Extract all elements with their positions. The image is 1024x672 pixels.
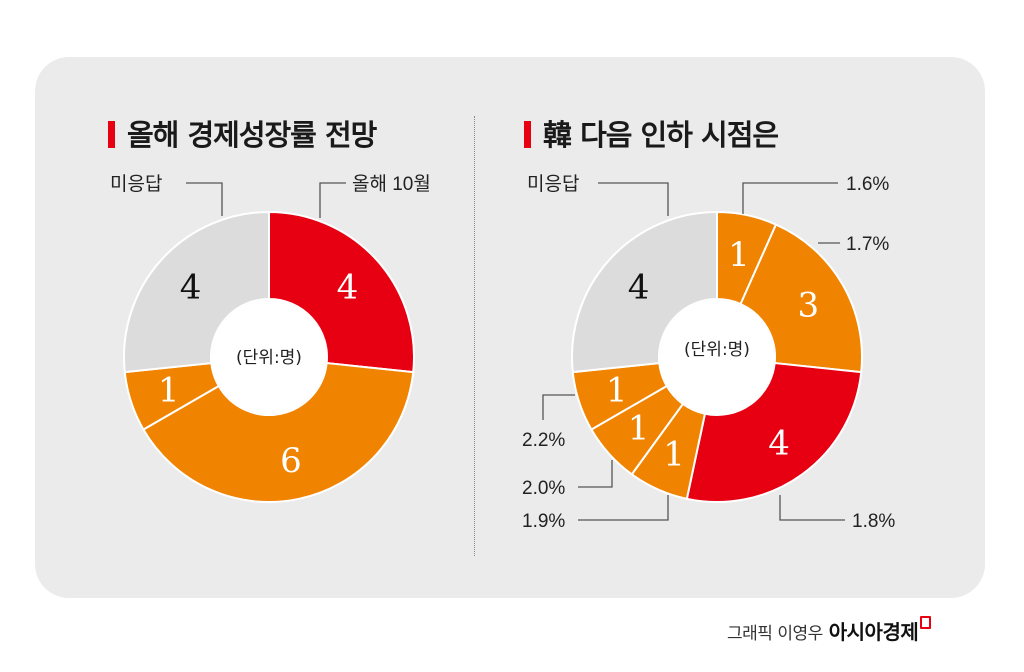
title-marker bbox=[524, 121, 531, 148]
leader-line bbox=[578, 495, 669, 521]
slice-value-label: 1 bbox=[663, 434, 685, 474]
slice-value-label: 4 bbox=[180, 267, 202, 307]
title-marker bbox=[108, 121, 115, 148]
donut-hole bbox=[660, 300, 774, 414]
brand-logo: 아시아경제 bbox=[828, 620, 919, 644]
donut-slice bbox=[268, 210, 415, 374]
donut-slice bbox=[571, 210, 718, 374]
leader-line bbox=[542, 394, 575, 420]
leader-line bbox=[779, 495, 845, 521]
label-this-october: 올해 10월 bbox=[352, 173, 431, 195]
slice-value-label: 1 bbox=[728, 235, 750, 275]
leader-lines bbox=[186, 182, 845, 521]
slice-value-label: 1 bbox=[606, 371, 628, 411]
slice-value-label: 4 bbox=[768, 423, 790, 463]
leader-line bbox=[319, 182, 346, 218]
right-title-text: 韓 다음 인하 시점은 bbox=[543, 118, 779, 152]
slice-value-label: 4 bbox=[337, 267, 359, 307]
slice-value-label: 6 bbox=[280, 441, 302, 481]
donut-slice bbox=[123, 210, 270, 374]
donut-slice bbox=[739, 223, 863, 374]
leader-line bbox=[186, 182, 223, 216]
left-donut: 4 6 1 4 bbox=[123, 210, 415, 503]
credit: 그래픽 이영우 아시아경제 bbox=[727, 616, 932, 645]
left-chart-title: 올해 경제성장률 전망 bbox=[108, 112, 377, 154]
leader-line bbox=[598, 182, 669, 216]
label-1-9: 1.9% bbox=[522, 511, 565, 532]
slice-value-label: 3 bbox=[798, 285, 820, 325]
leader-line bbox=[578, 460, 613, 488]
credit-author: 그래픽 이영우 bbox=[727, 624, 823, 644]
label-1-7: 1.7% bbox=[846, 234, 889, 255]
label-1-6: 1.6% bbox=[846, 174, 889, 195]
leader-line bbox=[742, 182, 838, 214]
left-title-text: 올해 경제성장률 전망 bbox=[127, 118, 377, 152]
divider bbox=[474, 116, 475, 556]
slice-value-label: 1 bbox=[628, 409, 650, 449]
label-2-0: 2.0% bbox=[522, 478, 565, 499]
donut-slice bbox=[685, 361, 863, 503]
donut-slice bbox=[142, 361, 415, 503]
slice-value-label: 1 bbox=[158, 371, 180, 411]
right-chart-title: 韓 다음 인하 시점은 bbox=[524, 112, 779, 154]
brand-mark-icon bbox=[920, 616, 932, 629]
slice-value-label: 4 bbox=[628, 267, 650, 307]
label-unanswered: 미응답 bbox=[110, 173, 162, 195]
label-1-8: 1.8% bbox=[852, 511, 895, 532]
label-unanswered: 미응답 bbox=[527, 173, 579, 195]
label-2-2: 2.2% bbox=[522, 430, 565, 451]
donut-hole bbox=[212, 300, 326, 414]
unit-label: (단위:명) bbox=[236, 348, 302, 368]
unit-label: (단위:명) bbox=[684, 340, 750, 360]
